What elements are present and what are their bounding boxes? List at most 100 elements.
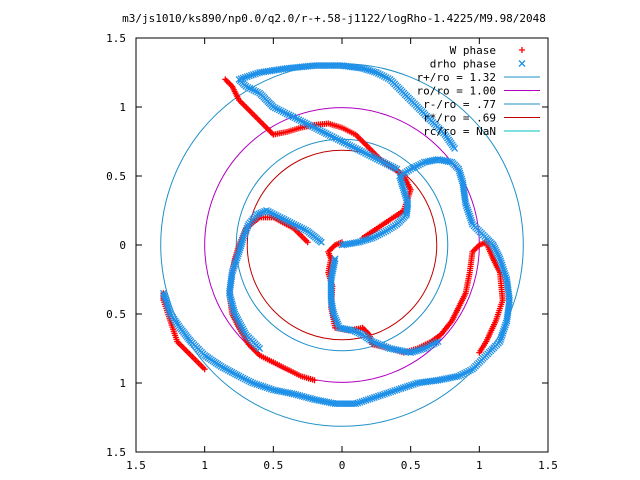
data-point xyxy=(163,300,171,308)
y-axis-ticks: 1.5 1 0.5 0 0.5 1 1.5 xyxy=(106,32,548,459)
data-point xyxy=(265,385,273,392)
data-point xyxy=(366,235,374,243)
data-point xyxy=(417,346,424,354)
data-point xyxy=(240,232,248,240)
data-point xyxy=(297,117,305,125)
data-point xyxy=(235,75,243,83)
data-point xyxy=(455,165,463,173)
data-point xyxy=(237,240,245,248)
data-point xyxy=(252,70,259,78)
data-point xyxy=(368,338,376,346)
data-point xyxy=(418,345,426,353)
data-point xyxy=(369,153,377,161)
data-point xyxy=(247,71,255,79)
data-point xyxy=(434,338,442,346)
data-point xyxy=(244,83,252,91)
data-point xyxy=(245,377,253,385)
data-point xyxy=(324,131,332,139)
data-point xyxy=(358,147,366,155)
data-point xyxy=(405,382,413,390)
data-point xyxy=(468,218,476,226)
legend-label: r-/ro = .77 xyxy=(423,98,496,111)
data-point xyxy=(243,73,251,81)
data-point xyxy=(298,392,306,400)
y-tick-label: 1.5 xyxy=(106,32,126,45)
data-point xyxy=(282,216,290,224)
data-point xyxy=(382,73,390,81)
data-point xyxy=(239,236,246,244)
data-point xyxy=(296,223,304,231)
data-series xyxy=(160,62,514,408)
data-point xyxy=(278,214,286,222)
data-point xyxy=(368,67,376,75)
data-point xyxy=(404,200,412,208)
legend-label: W phase xyxy=(450,44,496,57)
data-point xyxy=(247,378,255,386)
data-point xyxy=(225,289,233,297)
data-point xyxy=(311,377,318,384)
x-tick-label: 1 xyxy=(476,459,483,472)
legend-symbol xyxy=(518,60,526,67)
data-point xyxy=(236,246,244,254)
data-point xyxy=(334,136,342,143)
data-point xyxy=(356,398,364,406)
data-point xyxy=(500,267,508,275)
data-point xyxy=(458,175,466,183)
data-point xyxy=(398,180,406,188)
data-point xyxy=(422,344,430,351)
data-point xyxy=(313,125,320,133)
data-point xyxy=(379,158,387,166)
data-point xyxy=(243,224,251,232)
data-point xyxy=(403,196,411,204)
data-point xyxy=(250,86,258,94)
data-point xyxy=(400,188,408,196)
data-point xyxy=(409,164,417,172)
data-point xyxy=(303,120,311,128)
data-point xyxy=(257,382,265,390)
data-point xyxy=(420,345,428,352)
data-point xyxy=(305,121,313,129)
data-point xyxy=(497,334,505,341)
data-point xyxy=(389,163,397,171)
data-point xyxy=(372,339,380,347)
data-point xyxy=(382,343,390,351)
data-point xyxy=(415,346,422,354)
data-point xyxy=(226,291,234,299)
data-point xyxy=(374,231,382,239)
data-point xyxy=(391,387,399,395)
data-point xyxy=(160,291,168,299)
data-point xyxy=(501,269,509,277)
data-point xyxy=(243,376,251,384)
data-point xyxy=(318,128,326,136)
data-point xyxy=(261,207,269,215)
data-point xyxy=(231,260,239,268)
data-point xyxy=(289,113,297,121)
data-point xyxy=(380,228,388,236)
data-point xyxy=(160,289,167,297)
data-point xyxy=(326,132,334,140)
data-point xyxy=(259,382,267,390)
data-point xyxy=(352,144,360,152)
data-point xyxy=(267,385,275,393)
data-point xyxy=(236,244,244,252)
data-point xyxy=(344,140,352,148)
data-point xyxy=(402,194,410,202)
data-point xyxy=(244,222,252,230)
data-point xyxy=(329,308,337,316)
data-point xyxy=(501,323,509,331)
data-point xyxy=(252,87,260,95)
data-point xyxy=(276,213,284,221)
data-point xyxy=(364,150,371,158)
data-point xyxy=(399,384,407,392)
data-point xyxy=(358,398,366,406)
data-point xyxy=(232,256,240,264)
data-point xyxy=(409,380,417,388)
data-point xyxy=(246,84,254,92)
data-point xyxy=(376,71,384,78)
data-point xyxy=(402,192,410,200)
data-point xyxy=(503,317,511,325)
data-point xyxy=(314,126,322,134)
data-point xyxy=(268,209,276,217)
data-point xyxy=(295,116,303,124)
